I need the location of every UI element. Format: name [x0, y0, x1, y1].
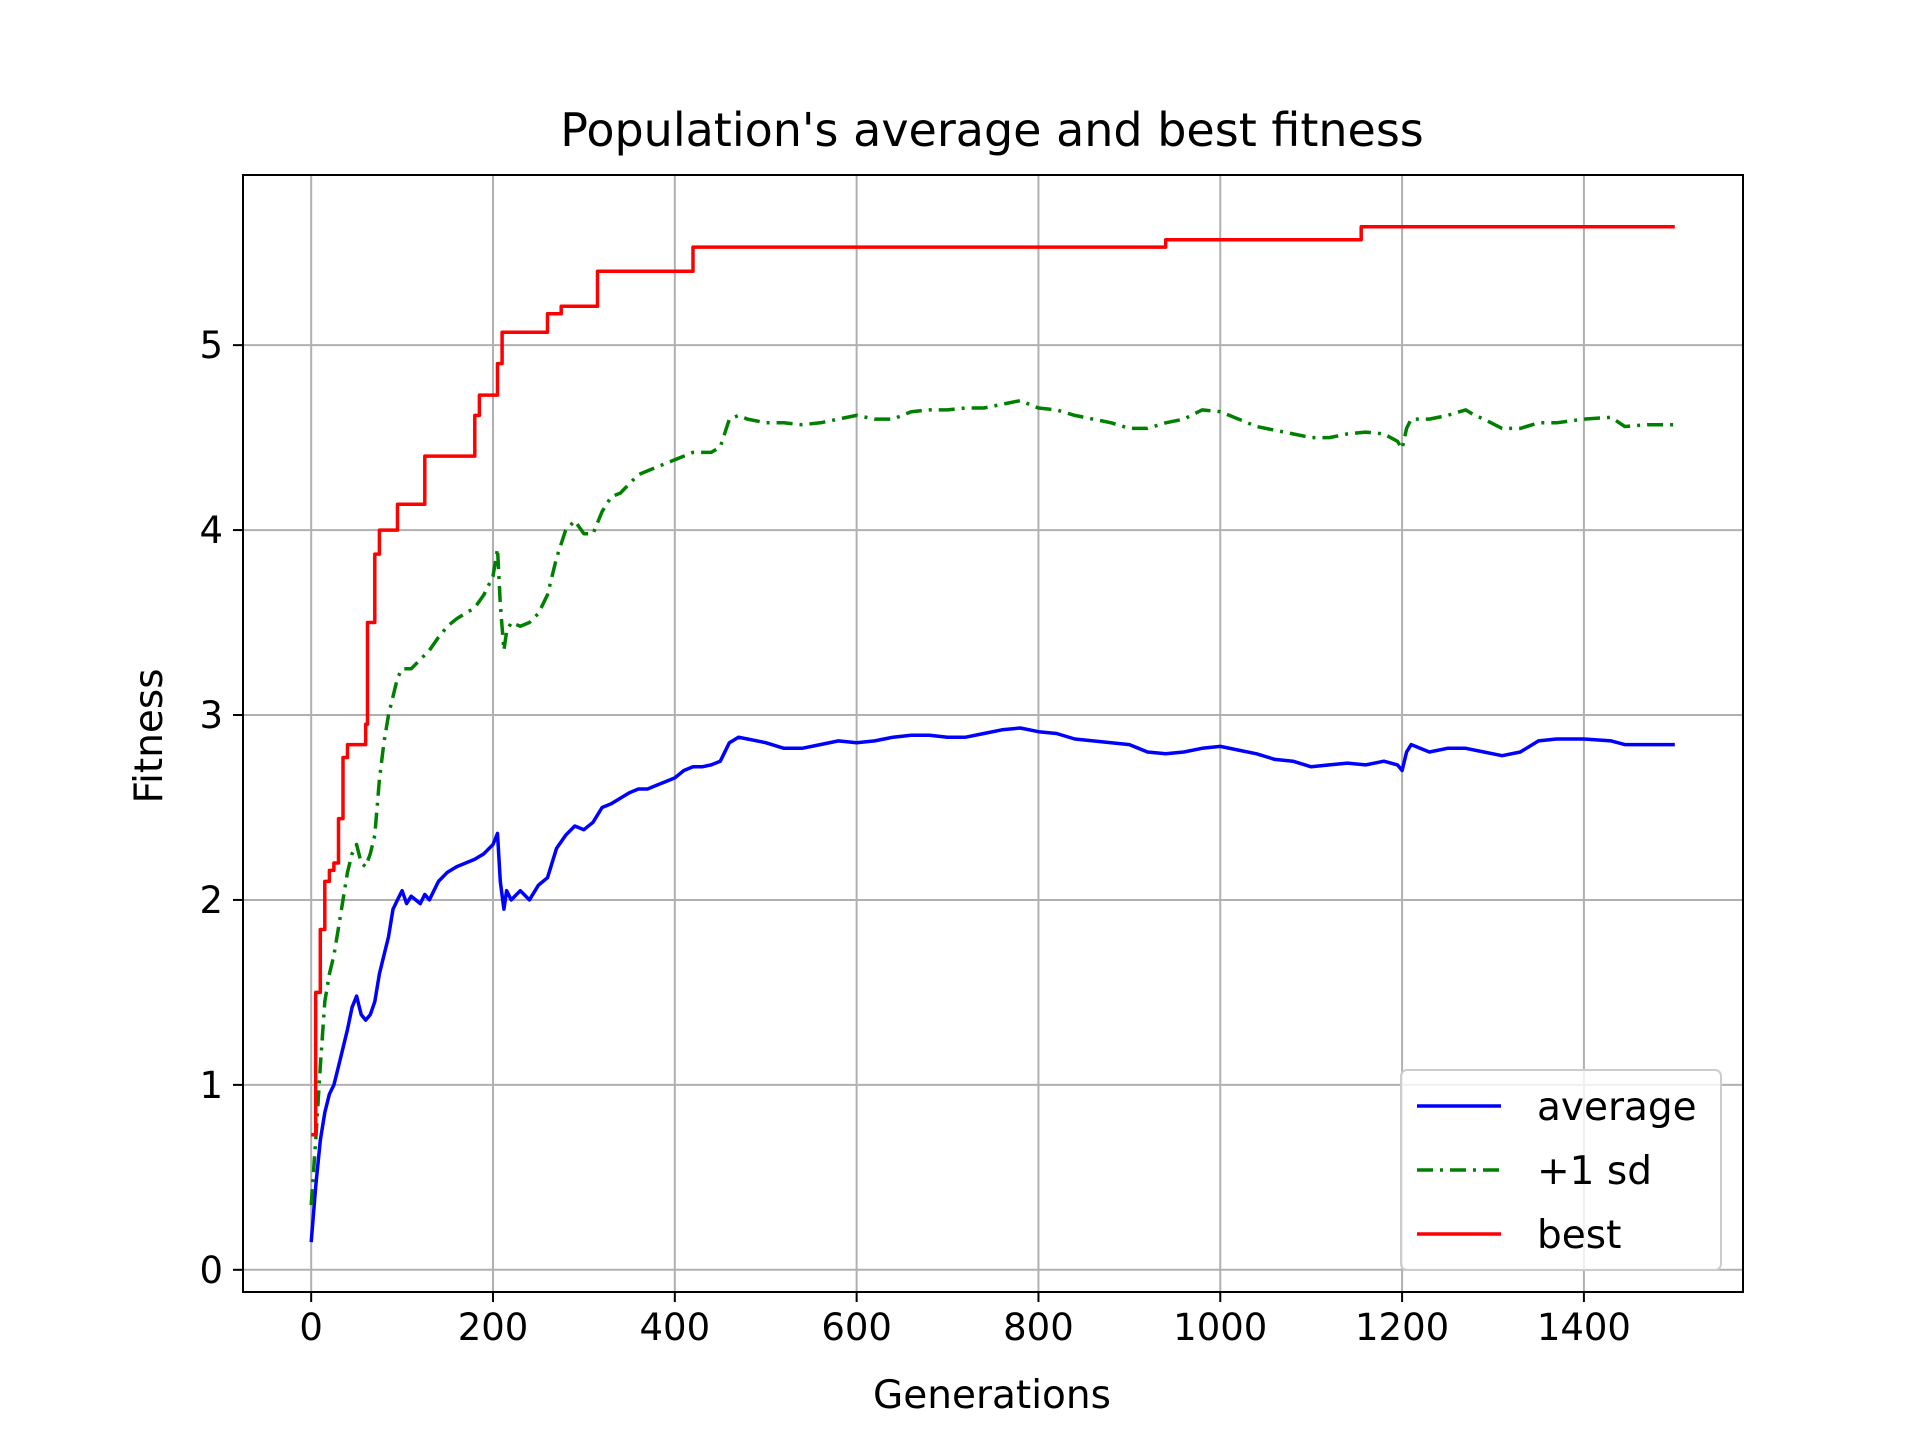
y-tick-label: 3 — [199, 694, 223, 737]
axis-ticks: 0 200 400 600 800 1000 1200 1400 0 1 2 3 4 5 — [199, 324, 1631, 1349]
x-axis-label: Generations — [873, 1373, 1111, 1418]
y-tick-label: 1 — [199, 1064, 223, 1107]
x-tick-label: 400 — [640, 1306, 711, 1349]
x-tick-label: 1400 — [1537, 1306, 1631, 1349]
x-tick-label: 800 — [1003, 1306, 1074, 1349]
chart-title: Population's average and best fitness — [560, 103, 1424, 157]
series-line-average — [309, 726, 1675, 1243]
legend-label: best — [1537, 1213, 1621, 1258]
y-tick-label: 5 — [199, 324, 223, 367]
y-tick-label: 4 — [199, 509, 223, 552]
legend: average +1 sd best — [1400, 1069, 1722, 1271]
x-tick-label: 600 — [821, 1306, 892, 1349]
x-tick-label: 0 — [299, 1306, 323, 1349]
y-axis-label: Fitness — [127, 668, 172, 803]
legend-label: average — [1537, 1085, 1697, 1130]
x-tick-label: 1200 — [1355, 1306, 1449, 1349]
x-tick-label: 1000 — [1173, 1306, 1267, 1349]
x-tick-label: 200 — [458, 1306, 529, 1349]
y-tick-label: 2 — [199, 879, 223, 922]
series-line-1-sd — [309, 398, 1675, 1206]
y-tick-label: 0 — [199, 1249, 223, 1292]
legend-label: +1 sd — [1537, 1149, 1652, 1194]
series-lines — [309, 225, 1675, 1243]
series-line-best — [311, 225, 1675, 1137]
plot-frame — [242, 174, 1744, 1293]
legend-box — [1400, 1069, 1722, 1271]
